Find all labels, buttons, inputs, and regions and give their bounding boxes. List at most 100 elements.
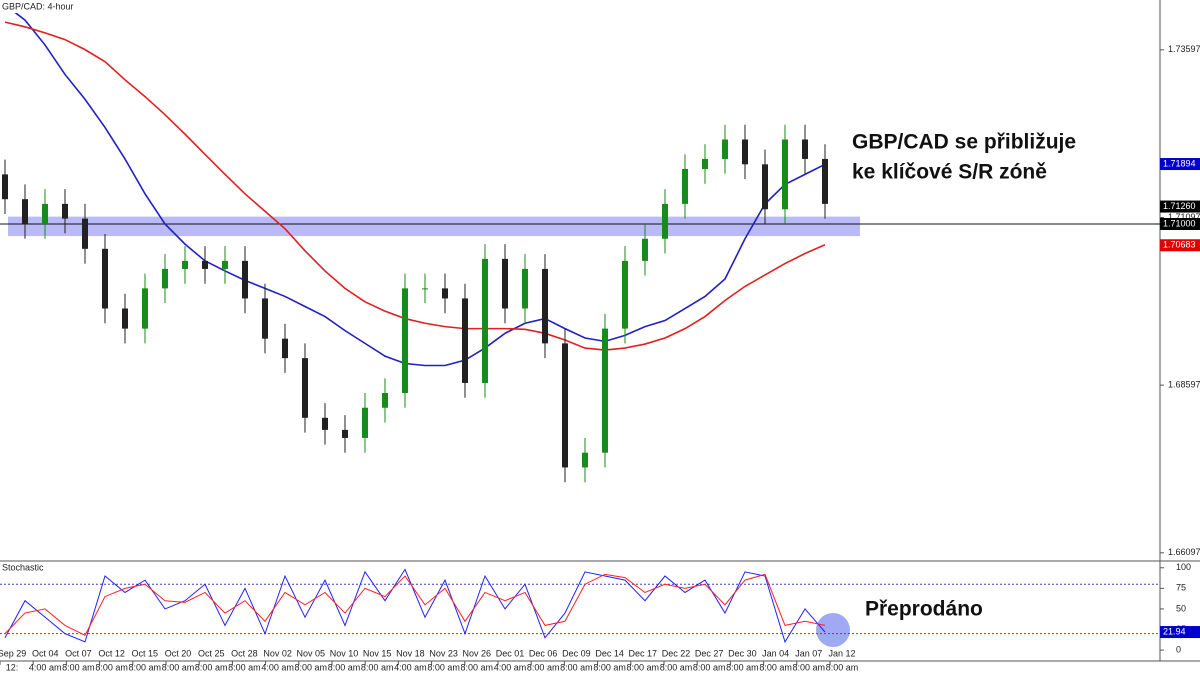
candle-body — [262, 298, 268, 339]
candle-body — [462, 298, 468, 383]
candle-body — [722, 139, 728, 159]
candle-body — [802, 139, 808, 159]
annotation: GBP/CAD se přibližuje — [852, 131, 1076, 154]
x-tick-label: Oct 12 — [98, 648, 125, 658]
x-tick-label: Oct 15 — [132, 648, 159, 658]
candle-body — [122, 308, 128, 329]
x-time-label: 12: — [6, 662, 19, 672]
price-label-box — [1160, 200, 1200, 213]
candle-body — [502, 258, 508, 309]
x-time-label: 8:00 am — [461, 662, 494, 672]
price-label-box — [1160, 218, 1200, 230]
x-time-label: 8:00 am — [726, 662, 759, 672]
x-tick-label: Nov 02 — [263, 648, 292, 658]
candle-body — [182, 260, 188, 269]
candle-body — [582, 452, 588, 468]
x-tick-label: Nov 05 — [297, 648, 326, 658]
candle-body — [782, 139, 788, 210]
panel-title: Stochastic — [2, 562, 44, 572]
x-time-label: 8:00 am — [162, 662, 195, 672]
plot: 1.73597 1.71097 1.68597 1.66097 1.71894 1.712… — [0, 4, 1200, 672]
candle-body — [282, 338, 288, 359]
candle-body — [82, 218, 88, 249]
x-time-label: 8:00 am — [295, 662, 328, 672]
moving-average — [4, 4, 826, 367]
candle-body — [442, 288, 448, 299]
x-tick-label: Jan 07 — [795, 648, 822, 658]
x-time-label: 4:00 am — [494, 662, 527, 672]
x-time-label: 4:00 am — [394, 662, 427, 672]
x-tick-label: Dec 17 — [629, 648, 658, 658]
candle-body — [202, 260, 208, 269]
x-tick-label: Dec 22 — [662, 648, 691, 658]
candle-body — [342, 429, 348, 438]
x-time-label: 8:00 am — [228, 662, 261, 672]
x-tick-label: Oct 04 — [32, 648, 59, 658]
candle-body — [762, 164, 768, 210]
stochastic-line — [4, 573, 826, 636]
x-tick-label: Oct 07 — [65, 648, 92, 658]
candle-body — [542, 268, 548, 344]
candle-body — [382, 393, 388, 408]
candle-body — [522, 268, 528, 309]
x-time-label: 8:00 am — [328, 662, 361, 672]
x-tick-label: Oct 25 — [198, 648, 225, 658]
oversold-highlight — [816, 613, 850, 647]
candle-body — [702, 158, 708, 170]
x-tick-label: Oct 28 — [231, 648, 258, 658]
moving-average — [4, 21, 826, 351]
price-label: 1.71894 — [1163, 158, 1196, 168]
y-tick-label: 50 — [1176, 603, 1186, 613]
candle-body — [102, 248, 108, 309]
x-tick-label: Jan 04 — [762, 648, 789, 658]
candle-body — [602, 328, 608, 453]
y-tick-label: 1.73597 — [1168, 44, 1200, 54]
price-label: 1.70683 — [1163, 240, 1196, 250]
title-bg — [0, 0, 66, 13]
x-time-label: 8:00 am — [693, 662, 726, 672]
y-tick-label: 1.71097 — [1168, 212, 1200, 222]
candle-body — [362, 407, 368, 438]
price-label-box — [1160, 239, 1200, 252]
candle-body — [422, 288, 428, 290]
x-time-label: 8:00 am — [427, 662, 460, 672]
candle-body — [22, 199, 28, 224]
x-tick-label: Dec 30 — [728, 648, 757, 658]
candle-body — [402, 288, 408, 394]
x-time-label: 8:00 am — [793, 662, 826, 672]
price-label: 1.71260 — [1163, 201, 1196, 211]
x-time-label: 8:00 am — [660, 662, 693, 672]
candle-body — [682, 169, 688, 204]
y-tick-label: 0 — [1176, 644, 1181, 654]
x-time-label: 8:00 am — [95, 662, 128, 672]
x-time-label: 8:00 am — [361, 662, 394, 672]
price-label: 1.71000 — [1163, 218, 1196, 228]
x-time-label: 8:00 am — [195, 662, 228, 672]
sr-zone — [8, 216, 860, 237]
title-bg — [0, 562, 40, 573]
candle-body — [242, 260, 248, 299]
candle-body — [302, 358, 308, 418]
x-tick-label: Dec 01 — [496, 648, 525, 658]
candle-body — [62, 203, 68, 219]
x-tick-label: Dec 14 — [595, 648, 624, 658]
y-tick-label: 1.68597 — [1168, 380, 1200, 390]
candle-body — [142, 288, 148, 329]
annotation: Přeprodáno — [865, 598, 983, 621]
x-time-label: 8:00 am — [826, 662, 859, 672]
x-time-label: 8:00 am — [527, 662, 560, 672]
candle-body — [742, 139, 748, 165]
x-tick-label: Nov 10 — [330, 648, 359, 658]
x-time-label: 8:00 am — [759, 662, 792, 672]
candle-body — [42, 203, 48, 224]
chart-title: GBP/CAD: 4-hour — [2, 1, 74, 11]
candle-body — [322, 417, 328, 430]
x-tick-label: Nov 23 — [429, 648, 458, 658]
x-tick-label: Nov 18 — [396, 648, 425, 658]
x-time-label: 4:00 am — [29, 662, 62, 672]
candle-body — [482, 258, 488, 383]
candle-body — [642, 238, 648, 261]
